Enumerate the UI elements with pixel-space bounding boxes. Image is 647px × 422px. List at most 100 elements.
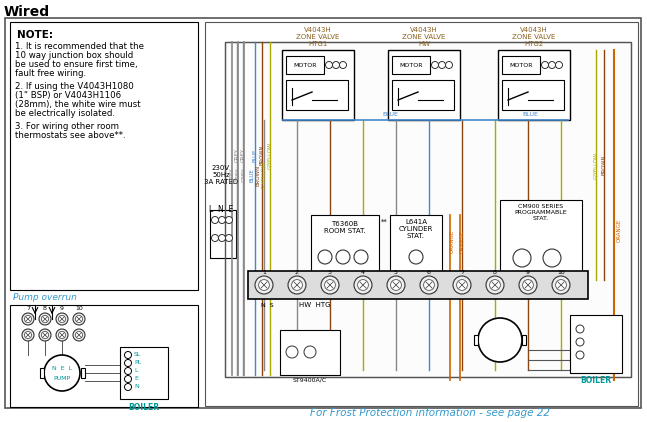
- Circle shape: [354, 276, 372, 294]
- Bar: [10, 305, 198, 407]
- Circle shape: [41, 331, 49, 338]
- Text: 4: 4: [361, 270, 365, 274]
- Circle shape: [340, 62, 347, 68]
- Text: 3: 3: [358, 254, 363, 260]
- Text: For Frost Protection information - see page 22: For Frost Protection information - see p…: [310, 408, 550, 418]
- Text: A: A: [519, 254, 525, 262]
- Text: 1: 1: [323, 254, 327, 260]
- Circle shape: [219, 216, 226, 224]
- Text: V4043H
ZONE VALVE
HTG1: V4043H ZONE VALVE HTG1: [296, 27, 340, 47]
- Circle shape: [486, 276, 504, 294]
- Bar: [248, 271, 588, 299]
- Text: GREY: GREY: [234, 148, 239, 162]
- Circle shape: [556, 280, 566, 290]
- Text: MOTOR: MOTOR: [293, 62, 317, 68]
- Text: 3. For wiring other room: 3. For wiring other room: [15, 122, 119, 131]
- Circle shape: [333, 62, 340, 68]
- Circle shape: [453, 276, 471, 294]
- Text: PUMP: PUMP: [492, 343, 509, 347]
- Text: be used to ensure first time,: be used to ensure first time,: [15, 60, 138, 69]
- Circle shape: [490, 280, 500, 290]
- Text: ORANGE: ORANGE: [450, 230, 454, 253]
- Text: 2: 2: [295, 270, 299, 274]
- Circle shape: [576, 338, 584, 346]
- Text: 10 way junction box should: 10 way junction box should: [15, 51, 133, 60]
- Circle shape: [358, 280, 368, 290]
- Text: GREY: GREY: [241, 148, 245, 162]
- Text: L641A
CYLINDER
STAT.: L641A CYLINDER STAT.: [399, 219, 433, 239]
- Text: NOTE:: NOTE:: [17, 30, 53, 40]
- Bar: [81, 368, 85, 378]
- Bar: [282, 50, 354, 120]
- Bar: [210, 210, 236, 258]
- Circle shape: [576, 325, 584, 333]
- Circle shape: [391, 280, 401, 290]
- Circle shape: [39, 313, 51, 325]
- Text: G/YELLOW: G/YELLOW: [593, 151, 598, 179]
- Circle shape: [457, 280, 467, 290]
- Text: (1" BSP) or V4043H1106: (1" BSP) or V4043H1106: [15, 91, 121, 100]
- Text: ORANGE: ORANGE: [459, 230, 465, 253]
- Bar: [498, 50, 570, 120]
- Circle shape: [58, 315, 65, 322]
- Circle shape: [543, 249, 561, 267]
- Text: BROWN: BROWN: [602, 155, 606, 175]
- Text: V4043H
ZONE VALVE
HTG2: V4043H ZONE VALVE HTG2: [512, 27, 556, 47]
- Circle shape: [387, 276, 405, 294]
- Text: MOTOR: MOTOR: [509, 62, 532, 68]
- Circle shape: [73, 329, 85, 341]
- Text: 5: 5: [394, 270, 398, 274]
- Text: 10: 10: [557, 270, 565, 274]
- Circle shape: [519, 276, 537, 294]
- Circle shape: [255, 276, 273, 294]
- Circle shape: [321, 276, 339, 294]
- Bar: [392, 80, 454, 110]
- Bar: [120, 347, 168, 399]
- Text: 2: 2: [341, 254, 345, 260]
- Circle shape: [424, 280, 434, 290]
- Circle shape: [124, 360, 131, 366]
- Text: BOILER: BOILER: [580, 376, 611, 385]
- Text: ORANGE: ORANGE: [617, 218, 622, 242]
- Circle shape: [58, 331, 65, 338]
- Text: GREY: GREY: [241, 168, 247, 182]
- Text: 10: 10: [75, 306, 83, 311]
- Circle shape: [226, 235, 232, 241]
- Circle shape: [212, 216, 219, 224]
- Circle shape: [219, 235, 226, 241]
- Text: B: B: [549, 254, 555, 262]
- Text: SL: SL: [134, 352, 142, 357]
- Circle shape: [304, 346, 316, 358]
- Circle shape: [556, 62, 562, 68]
- Text: N  E  L: N E L: [490, 333, 510, 338]
- Text: 1: 1: [262, 270, 266, 274]
- Circle shape: [325, 62, 333, 68]
- Text: be electrically isolated.: be electrically isolated.: [15, 109, 115, 118]
- Text: 3: 3: [328, 270, 332, 274]
- Circle shape: [549, 62, 556, 68]
- Bar: [502, 56, 540, 74]
- Circle shape: [124, 368, 131, 374]
- Circle shape: [259, 280, 269, 290]
- Bar: [500, 200, 582, 278]
- Circle shape: [124, 376, 131, 382]
- Text: (28mm), the white wire must: (28mm), the white wire must: [15, 100, 140, 109]
- Bar: [311, 215, 379, 273]
- Bar: [286, 80, 348, 110]
- Text: 9: 9: [60, 306, 64, 311]
- Text: GREY: GREY: [236, 168, 241, 182]
- Circle shape: [39, 329, 51, 341]
- Circle shape: [542, 62, 549, 68]
- Text: L: L: [134, 368, 138, 373]
- Text: T6360B
ROOM STAT.: T6360B ROOM STAT.: [324, 221, 366, 234]
- Bar: [286, 56, 324, 74]
- Circle shape: [523, 280, 533, 290]
- Text: thermostats see above**.: thermostats see above**.: [15, 131, 126, 140]
- Text: BROWN: BROWN: [256, 165, 261, 186]
- Text: BLUE: BLUE: [252, 148, 258, 162]
- Circle shape: [25, 331, 32, 338]
- Text: BROWN: BROWN: [259, 145, 265, 165]
- Text: **: **: [381, 219, 388, 225]
- Circle shape: [41, 315, 49, 322]
- Text: V4043H
ZONE VALVE
HW: V4043H ZONE VALVE HW: [402, 27, 446, 47]
